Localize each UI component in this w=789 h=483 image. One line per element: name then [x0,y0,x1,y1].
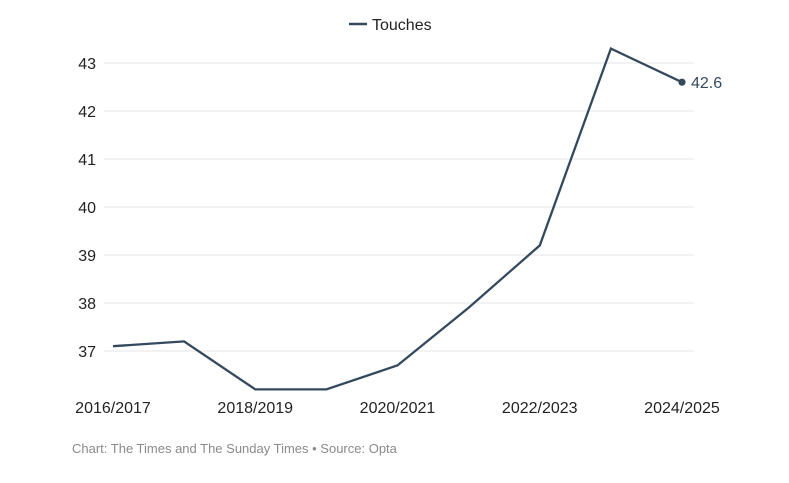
x-axis-tick-labels: 2016/2017 2018/2019 2020/2021 2022/2023 2024… [75,400,720,417]
series-line-touches [112,47,683,391]
chart-legend: Touches [349,17,432,34]
x-tick-label-2022-2023: 2022/2023 [502,400,578,417]
x-tick-label-2024-2025: 2024/2025 [644,400,720,417]
x-tick-label-2018-2019: 2018/2019 [217,400,293,417]
x-tick-label-2016-2017: 2016/2017 [75,400,151,417]
y-axis-tick-labels: 37 38 39 40 41 42 43 [78,56,96,361]
legend-label-touches: Touches [372,17,432,34]
end-point-marker [678,78,686,86]
y-tick-label-42: 42 [78,104,96,121]
y-tick-label-43: 43 [78,56,96,73]
chart-source-note: Chart: The Times and The Sunday Times • … [72,441,397,456]
y-tick-label-39: 39 [78,248,96,265]
y-tick-label-38: 38 [78,296,96,313]
series-touches: 42.6 [112,47,722,391]
x-tick-label-2020-2021: 2020/2021 [360,400,436,417]
y-tick-label-40: 40 [78,200,96,217]
y-gridlines [104,62,694,352]
y-tick-label-37: 37 [78,344,96,361]
end-value-label: 42.6 [691,75,722,92]
y-tick-label-41: 41 [78,152,96,169]
